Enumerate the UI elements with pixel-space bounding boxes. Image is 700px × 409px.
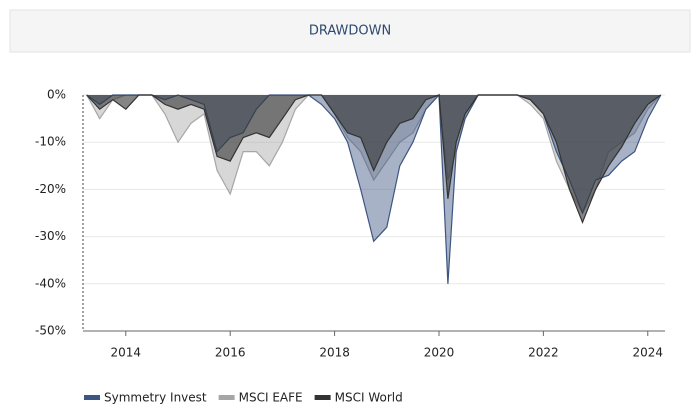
legend-swatch xyxy=(218,395,235,400)
y-tick-label: -50% xyxy=(35,324,66,338)
legend-label: MSCI World xyxy=(335,391,403,405)
x-tick-label: 2022 xyxy=(528,346,559,360)
x-tick-label: 2016 xyxy=(215,346,246,360)
legend-swatch xyxy=(84,395,100,400)
x-tick-label: 2018 xyxy=(319,346,350,360)
x-tick-label: 2020 xyxy=(424,346,455,360)
x-tick-label: 2014 xyxy=(111,346,142,360)
legend-label: Symmetry Invest xyxy=(104,391,207,405)
area-fill xyxy=(86,95,661,223)
x-tick-label: 2024 xyxy=(633,346,664,360)
legend-label: MSCI EAFE xyxy=(239,391,303,405)
y-tick-label: -40% xyxy=(35,276,66,290)
series-line xyxy=(86,93,662,215)
y-tick-label: -30% xyxy=(35,229,66,243)
legend-swatch xyxy=(314,395,331,400)
header-band xyxy=(9,9,691,53)
series-line xyxy=(86,94,662,225)
y-tick-label: 0% xyxy=(47,88,66,102)
area-fill xyxy=(86,95,661,284)
chart-title: DRAWDOWN xyxy=(309,24,391,39)
y-tick-label: -10% xyxy=(35,135,66,149)
y-tick-label: -20% xyxy=(35,182,66,196)
